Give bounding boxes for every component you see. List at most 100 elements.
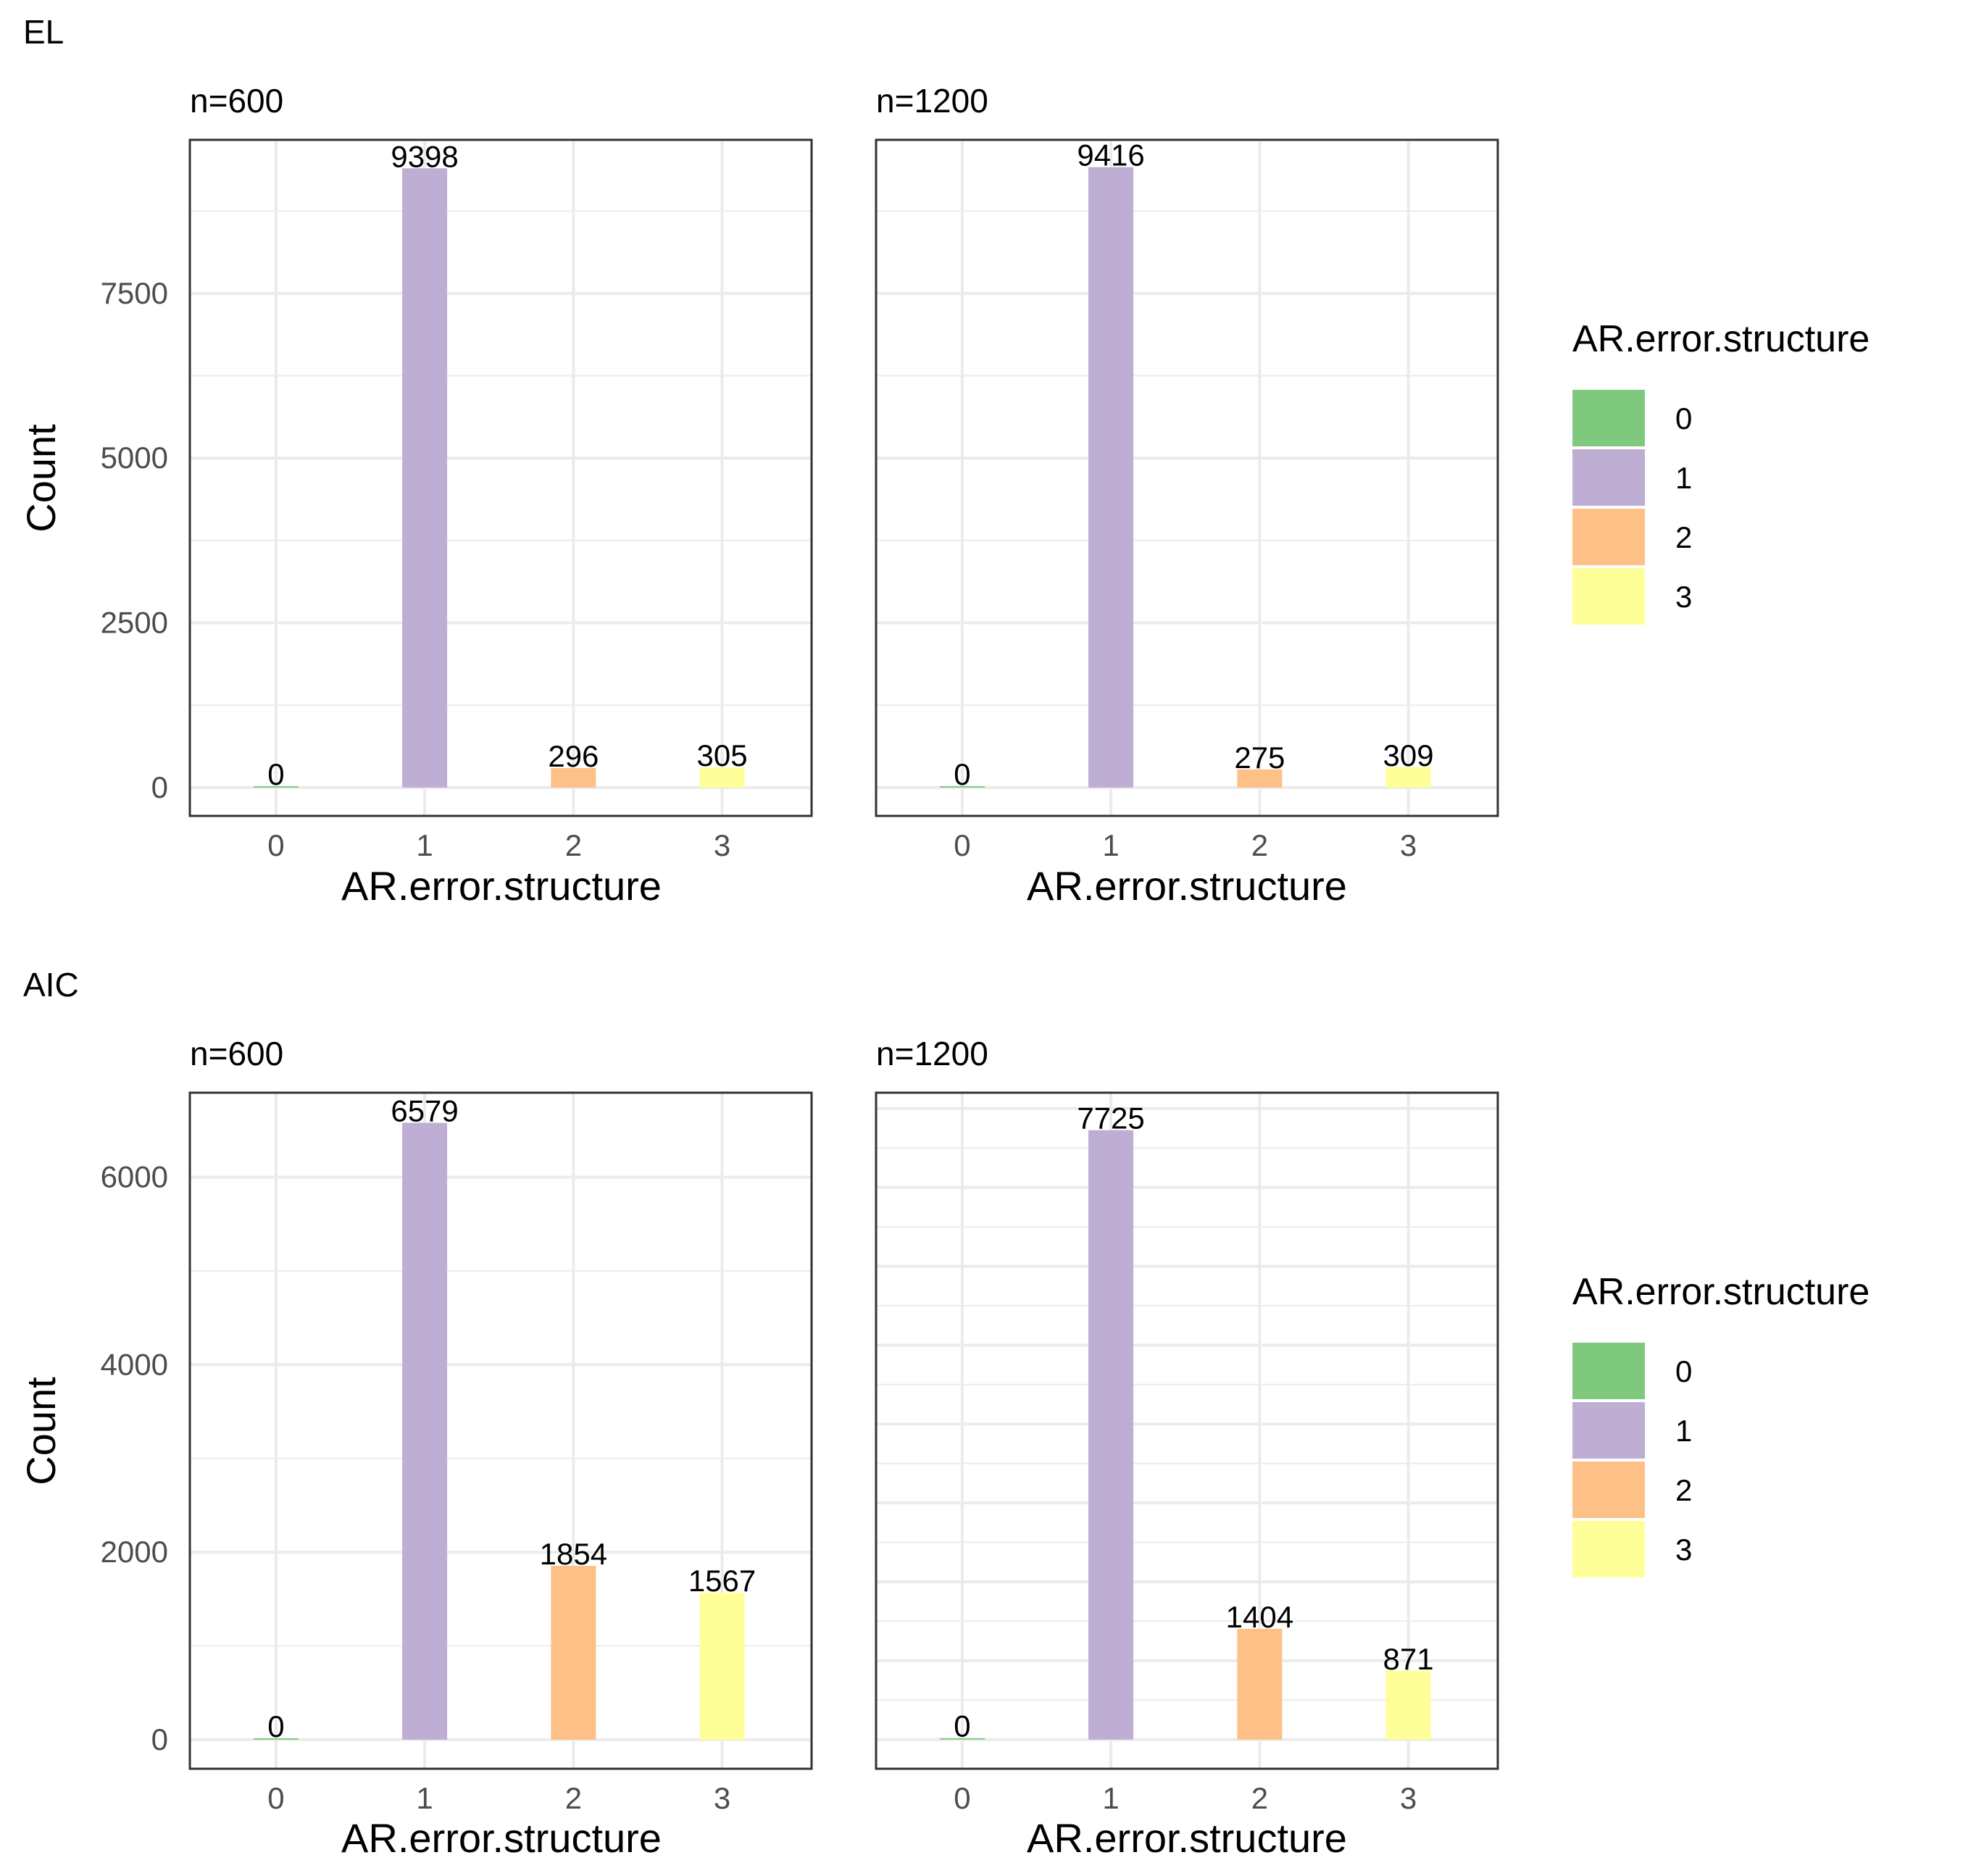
y-tick-label: 4000 xyxy=(101,1347,168,1381)
x-axis-title-aic-600: AR.error.structure xyxy=(341,1815,662,1861)
bar-2 xyxy=(1237,769,1283,788)
legend-label-2: 2 xyxy=(1675,520,1692,554)
x-tick-label: 0 xyxy=(267,1781,284,1815)
bar-0 xyxy=(253,785,299,788)
x-tick-label: 0 xyxy=(267,828,284,862)
x-tick-label: 1 xyxy=(1102,1781,1119,1815)
bar-value-label: 0 xyxy=(954,1709,970,1743)
bar-value-label: 309 xyxy=(1383,738,1433,772)
bar-value-label: 6579 xyxy=(391,1094,458,1128)
legend-title: AR.error.structure xyxy=(1572,1271,1870,1313)
bar-value-label: 305 xyxy=(696,738,747,772)
panel-background xyxy=(876,1093,1498,1769)
panel-border xyxy=(875,138,1499,817)
x-tick-label: 0 xyxy=(954,828,970,862)
legend-el: AR.error.structure 0 1 2 3 xyxy=(1572,318,1870,625)
bar-value-label: 871 xyxy=(1383,1642,1433,1676)
bar-3 xyxy=(699,767,745,788)
y-tick-label: 7500 xyxy=(101,276,168,310)
y-axis-title-el: Count xyxy=(18,424,64,533)
x-tick-label: 2 xyxy=(565,828,582,862)
panel-border xyxy=(188,1091,813,1770)
bar-0 xyxy=(253,1738,299,1740)
bar-3 xyxy=(699,1593,745,1740)
x-tick-label: 2 xyxy=(1251,1781,1268,1815)
legend-label-0: 0 xyxy=(1675,1354,1692,1388)
bar-value-label: 0 xyxy=(954,757,970,791)
panel-title-el-600: n=600 xyxy=(190,82,283,120)
legend-aic: AR.error.structure 0 1 2 3 xyxy=(1572,1271,1870,1577)
panel-aic-n1200: 0 7725 1404 871 0 1 2 3 xyxy=(875,1091,1499,1815)
legend-swatch-1 xyxy=(1572,1402,1645,1459)
bar-value-label: 0 xyxy=(267,757,284,791)
bar-1 xyxy=(1088,167,1134,788)
legend-swatch-2 xyxy=(1572,509,1645,565)
bar-0 xyxy=(939,785,985,788)
bar-2 xyxy=(551,767,596,788)
x-axis-title-el-1200: AR.error.structure xyxy=(1027,863,1347,909)
bar-value-label: 9398 xyxy=(391,139,458,173)
bar-value-label: 0 xyxy=(267,1709,284,1743)
legend-label-2: 2 xyxy=(1675,1473,1692,1507)
panel-el-n1200: 0 9416 275 309 0 1 2 3 xyxy=(875,138,1499,862)
bar-value-label: 1854 xyxy=(540,1537,607,1571)
x-tick-label: 2 xyxy=(565,1781,582,1815)
bar-1 xyxy=(1088,1130,1134,1740)
bar-value-label: 1404 xyxy=(1226,1600,1293,1634)
x-tick-label: 3 xyxy=(1400,1781,1417,1815)
y-tick-label: 5000 xyxy=(101,441,168,475)
x-axis-title-aic-1200: AR.error.structure xyxy=(1027,1815,1347,1861)
bar-value-label: 7725 xyxy=(1077,1101,1144,1135)
legend-swatch-3 xyxy=(1572,568,1645,625)
legend-swatch-0 xyxy=(1572,1343,1645,1399)
panel-border xyxy=(188,138,813,817)
panel-aic-n600: 0 6579 1854 1567 0 1 2 3 0 2000 4000 6000 xyxy=(101,1091,813,1815)
y-tick-label: 0 xyxy=(151,1722,168,1756)
bar-2 xyxy=(1237,1628,1283,1740)
row-title-el: EL xyxy=(23,13,64,51)
legend-label-0: 0 xyxy=(1675,401,1692,435)
y-tick-label: 6000 xyxy=(101,1159,168,1193)
x-tick-label: 3 xyxy=(714,828,730,862)
panel-title-aic-1200: n=1200 xyxy=(876,1035,988,1072)
bar-1 xyxy=(402,1122,448,1740)
panel-el-n600: 0 9398 296 305 0 1 2 3 0 2500 5000 7500 xyxy=(101,138,813,862)
y-axis-title-aic: Count xyxy=(18,1377,64,1485)
y-tick-label: 2000 xyxy=(101,1535,168,1569)
legend-swatch-2 xyxy=(1572,1462,1645,1518)
y-tick-label: 0 xyxy=(151,770,168,804)
bar-3 xyxy=(1385,1670,1431,1740)
x-axis-title-el-600: AR.error.structure xyxy=(341,863,662,909)
bar-value-label: 296 xyxy=(548,739,599,773)
bar-0 xyxy=(939,1738,985,1740)
legend-label-1: 1 xyxy=(1675,1414,1692,1448)
panel-border xyxy=(875,1091,1499,1770)
panel-title-el-1200: n=1200 xyxy=(876,82,988,120)
panel-background xyxy=(876,140,1498,816)
legend-title: AR.error.structure xyxy=(1572,318,1870,360)
bar-value-label: 275 xyxy=(1234,741,1285,775)
x-tick-label: 1 xyxy=(416,1781,433,1815)
bar-3 xyxy=(1385,767,1431,788)
x-tick-label: 3 xyxy=(714,1781,730,1815)
bar-1 xyxy=(402,168,448,788)
legend-label-3: 3 xyxy=(1675,1533,1692,1567)
x-tick-label: 2 xyxy=(1251,828,1268,862)
bar-2 xyxy=(551,1565,596,1740)
x-tick-label: 1 xyxy=(1102,828,1119,862)
bar-value-label: 9416 xyxy=(1077,138,1144,172)
x-tick-label: 1 xyxy=(416,828,433,862)
legend-label-1: 1 xyxy=(1675,461,1692,495)
legend-swatch-1 xyxy=(1572,449,1645,506)
bar-value-label: 1567 xyxy=(688,1564,756,1598)
legend-swatch-3 xyxy=(1572,1521,1645,1577)
x-tick-label: 3 xyxy=(1400,828,1417,862)
x-tick-label: 0 xyxy=(954,1781,970,1815)
legend-label-3: 3 xyxy=(1675,580,1692,614)
row-title-aic: AIC xyxy=(23,966,79,1004)
panel-background xyxy=(190,140,812,816)
y-tick-label: 2500 xyxy=(101,606,168,640)
panel-title-aic-600: n=600 xyxy=(190,1035,283,1072)
legend-swatch-0 xyxy=(1572,390,1645,446)
